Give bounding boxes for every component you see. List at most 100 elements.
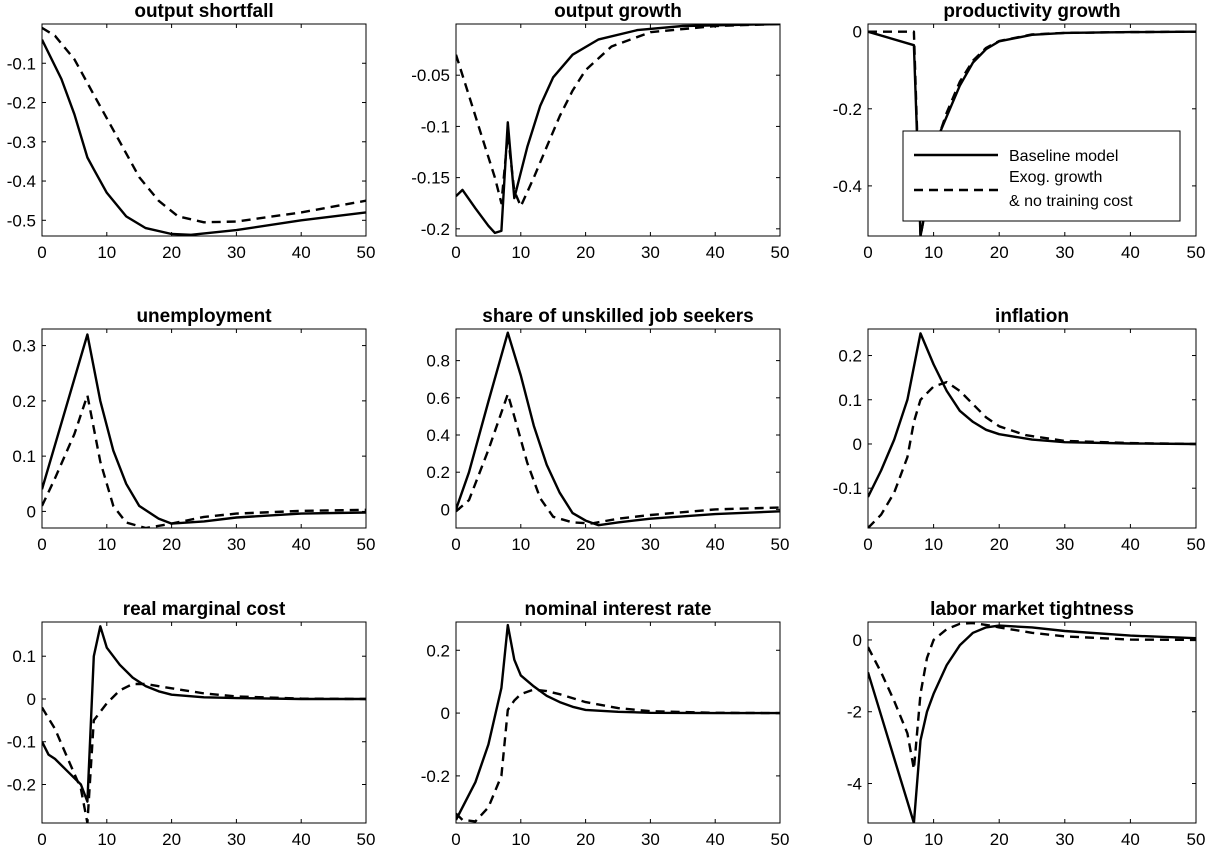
series-line-baseline-model bbox=[456, 24, 780, 235]
series-line-baseline-model bbox=[868, 30, 1196, 236]
series-line-exog-growth bbox=[42, 394, 366, 528]
x-tick-label: 10 bbox=[511, 243, 530, 262]
x-tick-label: 10 bbox=[924, 535, 943, 554]
panel-title: share of unskilled job seekers bbox=[482, 306, 753, 327]
x-tick-label: 20 bbox=[990, 243, 1009, 262]
panel-inflation: inflation 0 10 20 30 40 50 -0.1 0 0.1 0.2 bbox=[833, 306, 1206, 554]
panel-productivity-growth: productivity growth 0 10 20 30 40 50 -0.4 -0.2 0 bbox=[833, 1, 1206, 262]
x-tick-label: 40 bbox=[292, 830, 311, 849]
axes-box bbox=[867, 621, 1197, 824]
y-tick-label: 0.1 bbox=[12, 647, 36, 666]
y-tick-label: 0.6 bbox=[426, 389, 450, 408]
y-tick-label: 0 bbox=[27, 502, 36, 521]
series-line-baseline-model bbox=[42, 39, 366, 236]
x-tick-label: 20 bbox=[576, 243, 595, 262]
x-tick-label: 50 bbox=[1187, 535, 1206, 554]
x-tick-label: 50 bbox=[1187, 830, 1206, 849]
x-tick-label: 50 bbox=[357, 535, 376, 554]
x-tick-label: 50 bbox=[771, 535, 790, 554]
series-line-baseline-model bbox=[456, 623, 780, 821]
x-tick-label: 20 bbox=[576, 535, 595, 554]
series-line-exog-growth bbox=[456, 24, 780, 208]
y-tick-label: 0.2 bbox=[426, 463, 450, 482]
x-tick-label: 30 bbox=[227, 830, 246, 849]
legend-label-exog-line2: & no training cost bbox=[1009, 193, 1133, 210]
series-line-exog-growth bbox=[868, 380, 1196, 528]
panel-title: unemployment bbox=[136, 306, 272, 327]
axes-box bbox=[455, 621, 781, 824]
series-line-exog-growth bbox=[42, 26, 366, 224]
panel-title: productivity growth bbox=[943, 1, 1120, 22]
y-tick-label: 0.1 bbox=[12, 447, 36, 466]
x-tick-label: 40 bbox=[706, 535, 725, 554]
y-tick-label: 0 bbox=[853, 631, 862, 650]
y-tick-label: 0.8 bbox=[426, 352, 450, 371]
y-tick-label: 0 bbox=[441, 500, 450, 519]
panel-output-shortfall: output shortfall 0 10 20 30 40 50 -0.5 -0.4 -0.3 -… bbox=[7, 1, 376, 262]
y-tick-label: -0.05 bbox=[411, 66, 450, 85]
legend-label-exog-line1: Exog. growth bbox=[1009, 169, 1102, 186]
axes-box bbox=[867, 328, 1197, 529]
x-tick-label: 30 bbox=[1055, 243, 1074, 262]
x-tick-label: 20 bbox=[162, 830, 181, 849]
x-tick-label: 20 bbox=[576, 830, 595, 849]
x-tick-label: 0 bbox=[863, 535, 872, 554]
x-tick-label: 40 bbox=[1121, 830, 1140, 849]
x-tick-label: 40 bbox=[1121, 243, 1140, 262]
x-tick-label: 0 bbox=[451, 535, 460, 554]
panel-unemployment: unemployment 0 10 20 30 40 50 0 0.1 0.2 0.3 bbox=[12, 306, 375, 554]
x-tick-label: 0 bbox=[37, 243, 46, 262]
series-line-baseline-model bbox=[456, 331, 780, 527]
panel-title: labor market tightness bbox=[930, 599, 1134, 620]
y-tick-label: -0.2 bbox=[421, 767, 450, 786]
y-tick-label: -0.1 bbox=[7, 54, 36, 73]
axes-box bbox=[41, 328, 367, 529]
x-tick-label: 40 bbox=[1121, 535, 1140, 554]
legend-box bbox=[902, 130, 1181, 222]
x-tick-label: 0 bbox=[863, 243, 872, 262]
panel-labor-market-tightness: labor market tightness 0 10 20 30 40 50 -4 -2 0 bbox=[847, 599, 1206, 849]
x-tick-label: 30 bbox=[641, 535, 660, 554]
series-line-baseline-model bbox=[868, 624, 1196, 823]
x-tick-label: 20 bbox=[990, 535, 1009, 554]
x-tick-label: 0 bbox=[451, 243, 460, 262]
y-tick-label: -0.1 bbox=[7, 733, 36, 752]
y-tick-label: -0.2 bbox=[7, 94, 36, 113]
panel-nominal-interest-rate: nominal interest rate 0 10 20 30 40 50 -0.2 0 0.2 bbox=[421, 599, 790, 849]
x-tick-label: 30 bbox=[641, 243, 660, 262]
series-line-exog-growth bbox=[868, 30, 1196, 236]
x-tick-label: 10 bbox=[511, 830, 530, 849]
y-tick-label: -0.2 bbox=[421, 220, 450, 239]
panel-output-growth: output growth 0 10 20 30 40 50 -0.2 -0.15 -0.1 -0.… bbox=[411, 1, 789, 262]
y-tick-label: 0.2 bbox=[838, 347, 862, 366]
panel-title: output shortfall bbox=[134, 1, 273, 22]
x-tick-label: 0 bbox=[451, 830, 460, 849]
x-tick-label: 10 bbox=[511, 535, 530, 554]
y-tick-label: -0.2 bbox=[833, 100, 862, 119]
x-tick-label: 40 bbox=[706, 830, 725, 849]
y-tick-label: 0.2 bbox=[12, 392, 36, 411]
axes-box bbox=[867, 23, 1197, 237]
x-tick-label: 50 bbox=[771, 830, 790, 849]
x-tick-label: 10 bbox=[924, 243, 943, 262]
y-tick-label: 0 bbox=[441, 704, 450, 723]
series-line-baseline-model bbox=[42, 333, 366, 525]
axes-box bbox=[41, 23, 367, 237]
panel-title: nominal interest rate bbox=[525, 599, 712, 620]
x-tick-label: 30 bbox=[1055, 830, 1074, 849]
y-tick-label: -2 bbox=[847, 703, 862, 722]
y-tick-label: -0.4 bbox=[833, 177, 862, 196]
y-tick-label: -0.1 bbox=[833, 479, 862, 498]
panel-share-of-unskilled-job-seekers: share of unskilled job seekers 0 10 20 30 40 5… bbox=[426, 306, 789, 554]
x-tick-label: 30 bbox=[641, 830, 660, 849]
panel-title: inflation bbox=[995, 306, 1069, 327]
y-tick-label: 0 bbox=[27, 690, 36, 709]
y-tick-label: 0 bbox=[853, 435, 862, 454]
axes-box bbox=[41, 621, 367, 824]
legend: Baseline model Exog. growth & no training … bbox=[902, 130, 1181, 222]
panel-title: output growth bbox=[554, 1, 682, 22]
y-tick-label: 0.1 bbox=[838, 391, 862, 410]
x-tick-label: 0 bbox=[863, 830, 872, 849]
y-tick-label: -0.2 bbox=[7, 776, 36, 795]
